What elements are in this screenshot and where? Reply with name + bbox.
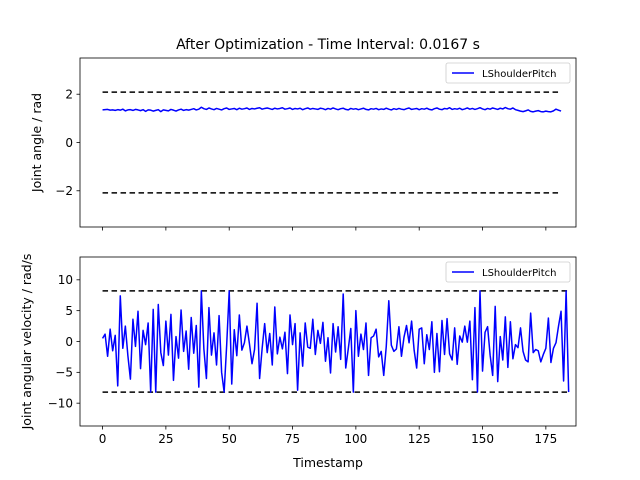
velocity-ytick-label: 5	[65, 304, 73, 318]
angle-ytick-label: 2	[65, 88, 73, 102]
angle-ytick-label: 0	[65, 136, 73, 150]
velocity-xtick-label: 125	[408, 432, 431, 446]
velocity-xtick-label: 50	[222, 432, 237, 446]
angle-legend: LShoulderPitch	[445, 62, 571, 84]
velocity-ytick-label: 10	[58, 273, 73, 287]
velocity-series-line	[101, 290, 570, 393]
angle-legend-box	[445, 62, 571, 84]
velocity-xtick-label: 100	[344, 432, 367, 446]
velocity-ylabel: Joint angular velocity / rad/s	[19, 254, 34, 431]
angle-ytick-label: −2	[55, 184, 73, 198]
angle-legend-label: LShoulderPitch	[482, 69, 556, 80]
velocity-ytick-label: −5	[55, 366, 73, 380]
velocity-ytick-label: −10	[48, 396, 73, 410]
figure-title: After Optimization - Time Interval: 0.01…	[176, 37, 480, 53]
velocity-xtick-label: 150	[471, 432, 494, 446]
angle-ylabel: Joint angle / rad	[29, 93, 44, 193]
velocity-ytick-label: 0	[65, 335, 73, 349]
velocity-xtick-label: 175	[534, 432, 557, 446]
velocity-xtick-label: 25	[158, 432, 173, 446]
velocity-xtick-label: 0	[99, 432, 107, 446]
velocity-legend-box	[445, 261, 571, 283]
velocity-legend: LShoulderPitch	[445, 261, 571, 283]
velocity-legend-label: LShoulderPitch	[482, 268, 556, 279]
velocity-xtick-label: 75	[285, 432, 300, 446]
velocity-xlabel: Timestamp	[292, 455, 363, 470]
velocity-subplot: 0 25 50 75 100 125 150 175 −10 −5 0 5 10 Joint angul…	[19, 254, 577, 470]
angle-subplot: −2 0 2 Joint angle / rad LShoulderPitch	[29, 57, 577, 231]
angle-series-line	[102, 106, 562, 113]
